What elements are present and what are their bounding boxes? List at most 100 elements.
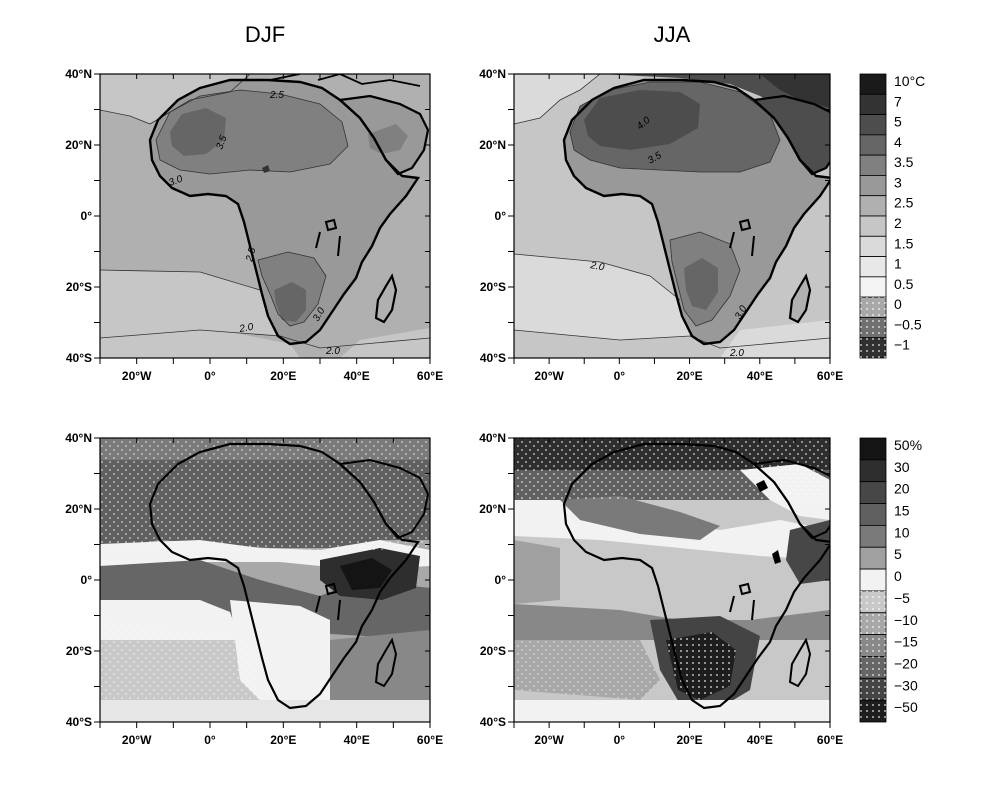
colorbar-label: 30 <box>894 459 910 475</box>
contour-label: 3.0 <box>167 174 184 189</box>
colorbar-label: 1 <box>894 256 902 272</box>
colorbar-swatch <box>859 276 887 298</box>
lat-tick-label: 0° <box>81 209 93 223</box>
colorbar-label: −5 <box>894 590 910 606</box>
colorbar-label: 4 <box>894 134 902 150</box>
colorbar-label: 1.5 <box>894 235 914 251</box>
lat-tick-label: 20°N <box>479 138 506 152</box>
lon-tick-label: 0° <box>204 733 216 747</box>
column-title-jja: JJA <box>654 22 691 47</box>
lon-tick-label: 20°E <box>676 369 702 383</box>
colorbar-label: −50 <box>894 699 918 715</box>
colorbar-temperature: 10°C 7 5 4 3.5 3 2.5 2 1.5 1 0.5 0 −0.5 −1 <box>859 73 925 359</box>
colorbar-label: 0 <box>894 296 902 312</box>
lon-tick-label: 60°E <box>817 733 843 747</box>
colorbar-swatch <box>859 235 887 257</box>
lat-tick-label: 40°S <box>66 351 92 365</box>
colorbar-swatch <box>859 481 887 504</box>
lon-tick-label: 20°E <box>270 369 296 383</box>
colorbar-label: 0 <box>894 568 902 584</box>
colorbar-swatch <box>859 524 887 548</box>
lat-tick-label: 0° <box>495 573 507 587</box>
contour-label: 2.0 <box>588 260 605 273</box>
colorbar-swatch <box>859 154 887 176</box>
axes: 20°W 0° 20°E 40°E 60°E 40°N 20°N 0° 20°S 40°S 20°W… <box>65 67 843 747</box>
lat-tick-label: 20°S <box>480 280 506 294</box>
lat-tick-label: 0° <box>495 209 507 223</box>
colorbar-label: −15 <box>894 634 918 650</box>
colorbar-swatch <box>859 93 887 115</box>
lon-tick-label: 60°E <box>417 369 443 383</box>
colorbar-label: 2.5 <box>894 195 914 211</box>
colorbar-swatch <box>859 195 887 217</box>
colorbar-label: −30 <box>894 677 918 693</box>
lon-tick-label: 60°E <box>817 369 843 383</box>
lat-tick-label: 40°N <box>65 431 92 445</box>
lon-tick-label: 20°W <box>534 733 564 747</box>
lat-tick-label: 20°S <box>66 644 92 658</box>
colorbar-label: 7 <box>894 93 902 109</box>
contour-label: 2.0 <box>238 322 255 335</box>
colorbar-swatch <box>859 568 887 592</box>
lon-tick-label: 20°W <box>534 369 564 383</box>
colorbar-swatch <box>859 546 887 570</box>
map-panel-djf-temperature: 3.5 3.0 2.5 3.0 2.0 2.0 2.5 <box>99 73 431 359</box>
lon-tick-label: 20°W <box>122 369 152 383</box>
colorbar-swatch <box>859 114 887 136</box>
contour-label: 2.5 <box>244 246 259 264</box>
colorbar-label: 3 <box>894 174 902 190</box>
colorbar-label: 0.5 <box>894 276 914 292</box>
colorbar-precipitation: 50% 30 20 15 10 5 0 −5 −10 −15 −20 −30 −50 <box>859 437 922 723</box>
lat-tick-label: 40°N <box>479 431 506 445</box>
contour-label: 2.0 <box>325 346 340 357</box>
colorbar-label: 5 <box>894 546 902 562</box>
colorbar-label: 3.5 <box>894 154 914 170</box>
lon-tick-label: 0° <box>614 733 626 747</box>
map-panel-djf-precipitation <box>99 437 431 723</box>
lon-tick-label: 40°E <box>344 369 370 383</box>
map-panel-jja-temperature: 4.0 3.5 2.0 3.0 2.0 <box>513 73 831 359</box>
lat-tick-label: 20°N <box>65 502 92 516</box>
lon-tick-label: 20°E <box>676 733 702 747</box>
lon-tick-label: 40°E <box>747 369 773 383</box>
colorbar-label: 2 <box>894 215 902 231</box>
colorbar-label: −0.5 <box>894 316 922 332</box>
colorbar-label: −20 <box>894 655 918 671</box>
colorbar-swatch <box>859 437 887 461</box>
colorbar-label: 5 <box>894 114 902 130</box>
column-title-djf: DJF <box>245 22 285 47</box>
colorbar-swatch <box>859 215 887 237</box>
colorbar-label: 15 <box>894 503 910 519</box>
lat-tick-label: 40°N <box>479 67 506 81</box>
colorbar-label: 50% <box>894 437 922 453</box>
colorbar-label: 20 <box>894 481 910 497</box>
lon-tick-label: 60°E <box>417 733 443 747</box>
lat-tick-label: 40°S <box>480 715 506 729</box>
lon-tick-label: 20°W <box>122 733 152 747</box>
contour-label: 2.5 <box>269 90 284 101</box>
colorbar-swatch <box>859 73 887 95</box>
lat-tick-label: 40°S <box>66 715 92 729</box>
lat-tick-label: 40°N <box>65 67 92 81</box>
lat-tick-label: 20°S <box>66 280 92 294</box>
colorbar-swatch <box>859 503 887 526</box>
lon-tick-label: 20°E <box>270 733 296 747</box>
lat-tick-label: 20°S <box>480 644 506 658</box>
lat-tick-label: 20°N <box>65 138 92 152</box>
lat-tick-label: 20°N <box>479 502 506 516</box>
lat-tick-label: 40°S <box>480 351 506 365</box>
lat-tick-label: 0° <box>81 573 93 587</box>
colorbar-label: −1 <box>894 337 910 353</box>
colorbar-swatch <box>859 256 887 278</box>
colorbar-label: −10 <box>894 612 918 628</box>
lon-tick-label: 40°E <box>747 733 773 747</box>
contour-label: 3.5 <box>214 134 229 151</box>
map-panel-jja-precipitation <box>513 437 831 723</box>
lon-tick-label: 0° <box>614 369 626 383</box>
colorbar-label: 10 <box>894 524 910 540</box>
lon-tick-label: 40°E <box>344 733 370 747</box>
colorbar-label: 10°C <box>894 73 925 89</box>
colorbar-swatch <box>859 459 887 483</box>
contour-label: 2.0 <box>729 348 744 359</box>
